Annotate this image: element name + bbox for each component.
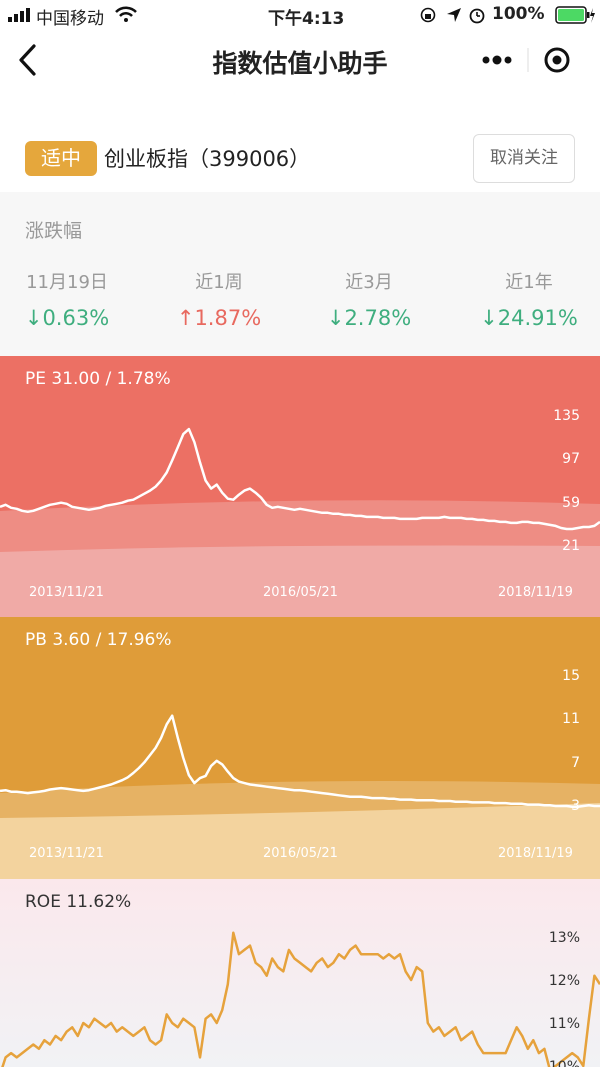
roe-tick-label: 10%	[548, 1059, 580, 1067]
roe-chart-title: ROE 11.62%	[25, 892, 132, 912]
alarm-icon	[469, 8, 485, 24]
roe-chart: ROE 11.62% 13% 12% 11% 10%	[0, 879, 600, 1067]
roe-tick-label: 13%	[548, 930, 580, 946]
change-value: ↓0.63%	[24, 306, 110, 330]
pe-chart: PE 31.00 / 1.78% 135 97 59 21 2013/11/21…	[0, 356, 600, 617]
battery-icon	[555, 6, 595, 24]
status-bar: 中国移动 下午4:13 100%	[0, 0, 600, 30]
pb-chart: PB 3.60 / 17.96% 15 11 7 3 2013/11/21 20…	[0, 617, 600, 879]
pb-low-band	[0, 803, 600, 879]
pe-tick-label: 59	[562, 495, 580, 511]
unfollow-button[interactable]: 取消关注	[473, 134, 575, 183]
pe-low-band	[0, 545, 600, 617]
pb-chart-title: PB 3.60 / 17.96%	[25, 630, 172, 650]
roe-tick-label: 12%	[548, 973, 580, 989]
pb-tick-label: 7	[571, 755, 580, 771]
wifi-icon	[115, 6, 137, 22]
change-value: ↓2.78%	[326, 306, 412, 330]
pe-series-line	[0, 427, 600, 531]
index-name: 创业板指（399006）	[104, 147, 311, 171]
valuation-badge: 适中	[25, 141, 97, 176]
pe-chart-svg	[0, 356, 600, 617]
section-title: 涨跌幅	[25, 220, 83, 242]
rotation-lock-icon	[420, 7, 436, 23]
close-miniprogram-icon[interactable]	[544, 47, 570, 73]
period-label: 近1周	[195, 272, 243, 293]
pe-chart-title: PE 31.00 / 1.78%	[25, 369, 171, 389]
price-change-panel: 涨跌幅 11月19日 近1周 近3月 近1年 ↓0.63% ↑1.87% ↓2.…	[0, 192, 600, 356]
down-arrow-icon: ↓	[326, 306, 345, 330]
carrier-label: 中国移动	[36, 9, 104, 29]
down-arrow-icon: ↓	[24, 306, 43, 330]
more-icon[interactable]	[482, 55, 512, 65]
page-title: 指数估值小助手	[212, 49, 388, 78]
roe-chart-svg	[0, 879, 600, 1067]
pb-tick-label: 11	[562, 711, 580, 727]
mini-program-capsule	[482, 47, 570, 73]
pb-date-label: 2013/11/21	[29, 846, 104, 861]
pb-date-label: 2016/05/21	[263, 846, 338, 861]
pb-tick-label: 15	[562, 668, 580, 684]
index-header: 适中 创业板指（399006） 取消关注	[0, 130, 600, 190]
down-arrow-icon: ↓	[480, 306, 498, 330]
period-label: 近3月	[345, 272, 393, 293]
signal-icon	[8, 8, 30, 22]
back-arrow-icon[interactable]	[12, 42, 48, 78]
pb-date-label: 2018/11/19	[498, 846, 573, 861]
change-value: ↑1.87%	[176, 306, 262, 330]
up-arrow-icon: ↑	[176, 306, 195, 330]
pb-chart-svg	[0, 617, 600, 879]
navigation-bar: 指数估值小助手	[0, 30, 600, 90]
clock: 下午4:13	[268, 9, 345, 29]
roe-series-line	[1, 931, 600, 1067]
roe-chart-background	[0, 879, 600, 1067]
pe-date-label: 2018/11/19	[498, 585, 573, 600]
change-value: ↓24.91%	[480, 306, 578, 330]
pe-date-label: 2013/11/21	[29, 585, 104, 600]
pe-tick-label: 21	[562, 538, 580, 554]
pe-tick-label: 135	[553, 408, 580, 424]
period-label: 11月19日	[26, 272, 108, 293]
pb-series-line	[0, 714, 600, 808]
pb-tick-label: 3	[571, 798, 580, 814]
pe-tick-label: 97	[562, 451, 580, 467]
battery-percent: 100%	[492, 4, 545, 24]
roe-tick-label: 11%	[548, 1016, 580, 1032]
location-icon	[447, 8, 461, 22]
period-label: 近1年	[505, 272, 553, 293]
pe-date-label: 2016/05/21	[263, 585, 338, 600]
